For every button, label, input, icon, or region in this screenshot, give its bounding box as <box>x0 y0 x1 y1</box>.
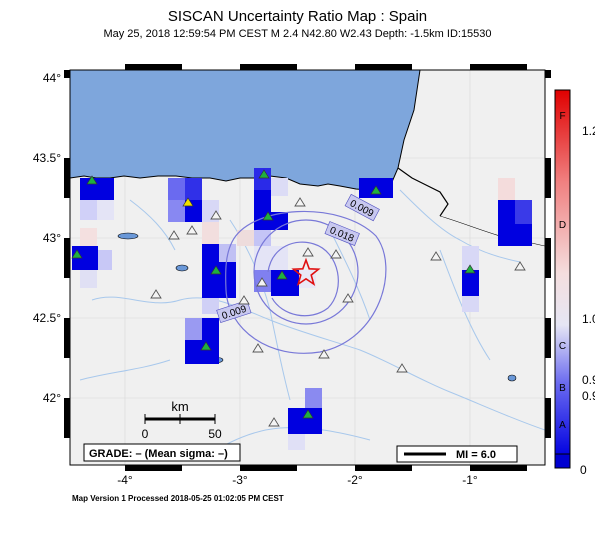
stations-open <box>150 197 526 427</box>
rivers <box>79 189 545 461</box>
colorbar-value: 1.2 <box>582 124 595 138</box>
map-footer: Map Version 1 Processed 2018-05-25 01:02… <box>72 494 284 503</box>
mi-text: MI = 6.0 <box>456 449 496 461</box>
lat-label: 43° <box>43 231 61 245</box>
colorbar-value: 0.9 <box>582 389 595 403</box>
lat-labels: 44° 43.5° 43° 42.5° 42° <box>33 71 61 405</box>
lon-label: -2° <box>347 473 363 487</box>
colorbar-value: 0 <box>580 463 587 477</box>
station-yellow <box>182 197 194 207</box>
scale-tick: 50 <box>208 427 222 441</box>
colorbar-value: 0.9 <box>582 373 595 387</box>
scale-bar: km 0 50 <box>142 399 222 441</box>
lat-label: 43.5° <box>33 151 61 165</box>
lon-label: -3° <box>232 473 248 487</box>
map-title: SISCAN Uncertainty Ratio Map : Spain <box>167 8 428 25</box>
mi-legend: MI = 6.0 <box>396 445 518 463</box>
border-line <box>397 167 449 217</box>
scale-tick: 0 <box>142 427 149 441</box>
colorbar-letter: C <box>559 341 566 352</box>
contour-lines <box>225 210 387 354</box>
uncertainty-cells <box>72 168 532 450</box>
map-subtitle: May 25, 2018 12:59:54 PM CEST M 2.4 N42.… <box>103 28 492 40</box>
colorbar-letter: D <box>559 220 566 231</box>
grade-text: GRADE: – (Mean sigma: –) <box>89 448 228 460</box>
sea-area <box>70 70 421 191</box>
grade-box: GRADE: – (Mean sigma: –) <box>83 443 241 462</box>
lat-label: 44° <box>43 71 61 85</box>
lon-label: -4° <box>117 473 133 487</box>
lat-label: 42° <box>43 391 61 405</box>
lon-label: -1° <box>462 473 478 487</box>
lat-label: 42.5° <box>33 311 61 325</box>
colorbar: F D C B A 1.2 1.0 0.9 0.9 0 <box>554 89 595 477</box>
lon-labels: -4° -3° -2° -1° <box>117 473 478 487</box>
stations-green <box>71 169 476 419</box>
colorbar-value: 1.0 <box>582 312 595 326</box>
epicenter-star <box>291 257 321 287</box>
scale-unit: km <box>171 399 188 414</box>
colorbar-letter: F <box>559 111 565 122</box>
colorbar-letter: A <box>559 420 566 431</box>
frame-ticks <box>64 64 551 471</box>
colorbar-letter: B <box>559 383 566 394</box>
